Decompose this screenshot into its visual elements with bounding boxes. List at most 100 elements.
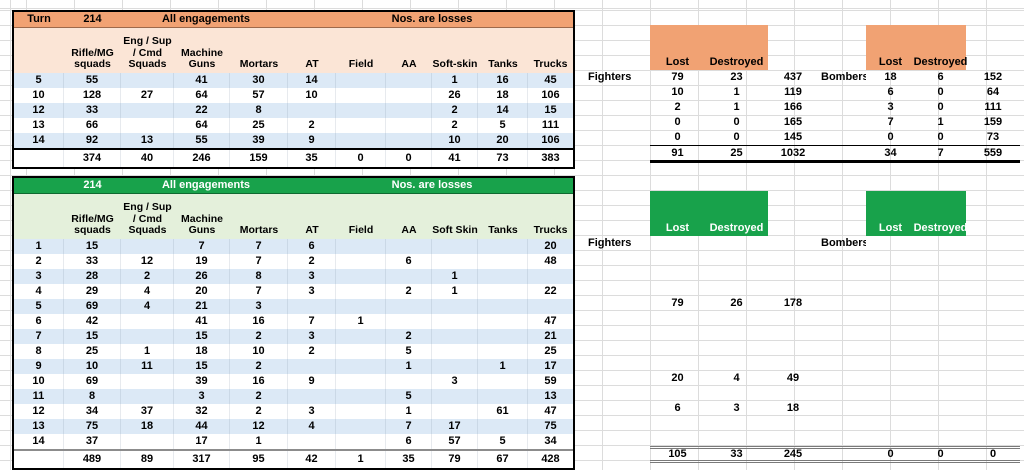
cell[interactable]: 13 xyxy=(121,133,174,148)
cell[interactable]: 3 xyxy=(230,299,288,314)
cell[interactable]: 2 xyxy=(230,404,288,419)
turn-value[interactable]: 214 xyxy=(83,13,102,25)
cell[interactable]: 27 xyxy=(121,88,174,103)
cell[interactable]: 18 xyxy=(174,344,230,359)
air-total-cell[interactable]: 0 xyxy=(915,446,966,463)
cell[interactable] xyxy=(478,254,528,269)
cell[interactable]: 1 xyxy=(432,269,478,284)
cell[interactable]: 3 xyxy=(288,404,336,419)
lost-label[interactable]: Lost xyxy=(878,223,903,234)
air-cell[interactable] xyxy=(866,296,915,311)
total-cell[interactable]: 0 xyxy=(336,150,386,167)
cell[interactable]: 41 xyxy=(174,73,230,88)
cell[interactable]: 111 xyxy=(541,119,560,131)
cell[interactable]: 3 xyxy=(288,284,336,299)
air-cell[interactable]: 18 xyxy=(884,71,897,83)
cell[interactable]: 16 xyxy=(478,73,528,88)
cell[interactable] xyxy=(386,133,432,148)
cell[interactable]: 10 xyxy=(288,88,336,103)
air-cell[interactable]: 178 xyxy=(783,297,803,309)
cell[interactable] xyxy=(121,73,174,88)
air-cell[interactable] xyxy=(915,236,966,251)
cell[interactable] xyxy=(336,434,386,449)
cell[interactable] xyxy=(386,269,432,284)
air-cell[interactable] xyxy=(966,251,1020,266)
air-cell[interactable] xyxy=(966,371,1020,386)
air-total-cell[interactable]: 559 xyxy=(966,145,1020,163)
air-cell[interactable] xyxy=(866,431,915,446)
cell[interactable]: 18 xyxy=(121,419,174,434)
air-cell[interactable] xyxy=(650,431,705,446)
cell[interactable] xyxy=(121,374,174,389)
cell[interactable]: 64 xyxy=(174,88,230,103)
destroyed-label[interactable]: Destroyed xyxy=(913,57,968,68)
cell[interactable]: 17 xyxy=(432,419,478,434)
air-cell[interactable]: 4 xyxy=(733,372,740,384)
air-cell[interactable] xyxy=(768,311,818,326)
cell[interactable]: 75 xyxy=(544,420,557,432)
destroyed-label[interactable]: Destroyed xyxy=(709,57,764,68)
air-cell[interactable] xyxy=(966,356,1020,371)
cell[interactable]: 3 xyxy=(174,389,230,404)
cell[interactable]: 21 xyxy=(544,330,557,342)
cell[interactable]: 5 xyxy=(478,434,528,449)
cell[interactable]: 15 xyxy=(544,104,557,116)
air-cell[interactable] xyxy=(966,386,1020,401)
row-label[interactable]: 10 xyxy=(14,374,64,389)
air-cell[interactable] xyxy=(705,266,768,281)
cell[interactable] xyxy=(121,329,174,344)
cell[interactable] xyxy=(336,118,386,133)
air-cell[interactable] xyxy=(915,296,966,311)
total-cell[interactable]: 489 xyxy=(64,451,121,468)
cell[interactable] xyxy=(432,239,478,254)
cell[interactable]: 69 xyxy=(64,299,121,314)
air-cell[interactable] xyxy=(966,266,1020,281)
cell[interactable] xyxy=(528,299,573,314)
air-cell[interactable] xyxy=(650,251,705,266)
cell[interactable]: 26 xyxy=(174,269,230,284)
cell[interactable]: 4 xyxy=(121,284,174,299)
air-cell[interactable] xyxy=(966,416,1020,431)
air-cell[interactable] xyxy=(768,341,818,356)
cell[interactable] xyxy=(336,269,386,284)
cell[interactable] xyxy=(528,269,573,284)
cell[interactable] xyxy=(336,133,386,148)
air-cell[interactable] xyxy=(866,356,915,371)
cell[interactable]: 3 xyxy=(288,329,336,344)
air-total-cell[interactable]: 33 xyxy=(705,446,768,463)
cell[interactable]: 4 xyxy=(121,299,174,314)
air-total-cell[interactable]: 1032 xyxy=(768,145,818,163)
cell[interactable]: 47 xyxy=(544,315,557,327)
air-cell[interactable] xyxy=(650,341,705,356)
cell[interactable]: 5 xyxy=(386,389,432,404)
cell[interactable]: 7 xyxy=(174,239,230,254)
air-cell[interactable] xyxy=(768,386,818,401)
cell[interactable] xyxy=(336,374,386,389)
cell[interactable]: 37 xyxy=(64,434,121,449)
row-label[interactable]: 2 xyxy=(14,254,64,269)
cell[interactable]: 9 xyxy=(288,374,336,389)
cell[interactable]: 11 xyxy=(121,359,174,374)
air-cell[interactable] xyxy=(915,371,966,386)
row-label[interactable]: 8 xyxy=(14,344,64,359)
destroyed-label[interactable]: Destroyed xyxy=(913,223,968,234)
cell[interactable]: 8 xyxy=(230,103,288,118)
air-cell[interactable]: 2 xyxy=(674,101,681,113)
air-total-cell[interactable]: 34 xyxy=(866,145,915,163)
cell[interactable]: 8 xyxy=(230,269,288,284)
cell[interactable]: 7 xyxy=(386,419,432,434)
cell[interactable]: 7 xyxy=(288,314,336,329)
air-cell[interactable]: 166 xyxy=(783,101,803,113)
cell[interactable] xyxy=(121,434,174,449)
cell[interactable]: 55 xyxy=(64,73,121,88)
cell[interactable]: 37 xyxy=(121,404,174,419)
total-cell[interactable]: 35 xyxy=(386,451,432,468)
cell[interactable]: 7 xyxy=(230,254,288,269)
cell[interactable] xyxy=(288,299,336,314)
air-cell[interactable]: 0 xyxy=(674,131,681,143)
cell[interactable]: 16 xyxy=(230,374,288,389)
cell[interactable]: 61 xyxy=(478,404,528,419)
cell[interactable]: 17 xyxy=(544,360,557,372)
cell[interactable]: 41 xyxy=(174,314,230,329)
cell[interactable]: 19 xyxy=(174,254,230,269)
